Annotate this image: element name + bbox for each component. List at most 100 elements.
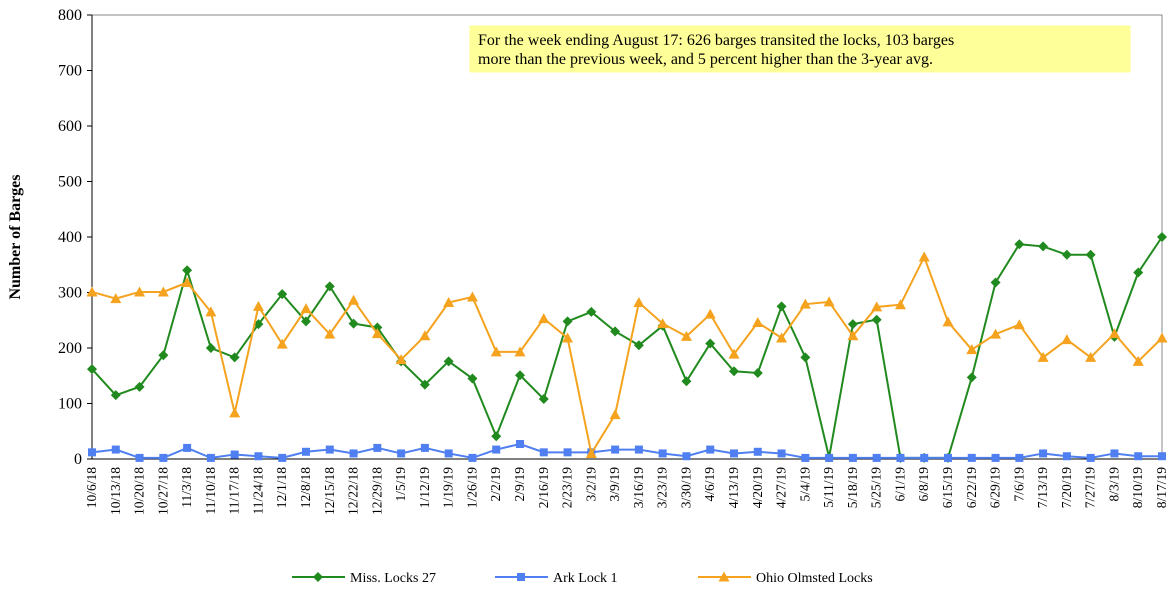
x-tick-label: 6/22/19 [964, 467, 979, 509]
marker [110, 390, 121, 401]
x-tick-label: 5/11/19 [821, 467, 836, 508]
plot-area [91, 14, 1163, 460]
marker [1158, 452, 1166, 461]
marker [1039, 449, 1048, 458]
legend-item: Ark Lock 1 [495, 571, 618, 586]
marker [349, 449, 358, 458]
marker [157, 286, 169, 297]
y-tick-label: 500 [58, 174, 82, 191]
marker [680, 330, 692, 341]
x-tick-label: 3/9/19 [607, 467, 622, 502]
marker [942, 316, 954, 327]
annotation-text: more than the previous week, and 5 perce… [478, 51, 933, 68]
marker [704, 308, 716, 319]
marker [371, 328, 383, 339]
marker [967, 453, 976, 462]
marker [1133, 267, 1144, 278]
marker [706, 445, 715, 454]
marker [420, 443, 429, 452]
y-tick-label: 600 [58, 118, 82, 135]
marker [301, 316, 311, 327]
x-tick-label: 6/15/19 [940, 467, 955, 509]
marker [324, 281, 335, 292]
marker [633, 296, 645, 307]
legend-item: Ohio Olmsted Locks [698, 571, 873, 586]
x-tick-label: 2/9/19 [512, 467, 527, 502]
marker [229, 352, 240, 363]
x-tick-label: 5/25/19 [869, 467, 884, 509]
marker [799, 298, 811, 309]
x-tick-label: 8/3/19 [1106, 467, 1121, 502]
marker [135, 453, 144, 462]
marker [682, 452, 691, 461]
x-tick-label: 11/3/18 [179, 467, 194, 508]
marker [730, 449, 738, 458]
marker [611, 445, 620, 454]
marker [1157, 232, 1167, 242]
x-tick-label: 6/8/19 [916, 467, 931, 502]
x-tick-label: 5/4/19 [797, 467, 812, 502]
marker [1086, 453, 1095, 462]
marker [539, 448, 548, 457]
marker [158, 350, 169, 361]
marker [990, 328, 1002, 339]
x-tick-label: 12/29/18 [369, 467, 384, 515]
marker [944, 453, 952, 462]
marker [313, 572, 323, 582]
marker [1013, 319, 1025, 330]
x-tick-label: 3/30/19 [678, 467, 693, 509]
marker [466, 291, 478, 302]
marker [419, 379, 430, 390]
marker [847, 319, 858, 330]
marker [1085, 249, 1096, 260]
marker [801, 453, 810, 462]
y-tick-label: 700 [58, 63, 82, 80]
marker [1061, 334, 1073, 345]
y-tick-label: 200 [58, 340, 82, 357]
x-tick-label: 4/6/19 [702, 467, 717, 502]
marker [515, 370, 525, 381]
marker [1108, 328, 1120, 339]
marker [278, 453, 287, 462]
marker [443, 296, 455, 307]
marker [492, 445, 501, 454]
x-tick-label: 12/15/18 [322, 467, 337, 515]
marker [848, 453, 857, 462]
marker [159, 453, 168, 462]
marker [397, 449, 406, 458]
marker [276, 338, 288, 349]
x-tick-label: 12/1/18 [274, 467, 289, 509]
marker [490, 346, 502, 357]
x-tick-label: 4/20/19 [750, 467, 765, 509]
marker [776, 332, 788, 343]
x-tick-label: 4/27/19 [774, 467, 789, 509]
marker [1038, 241, 1049, 252]
x-tick-label: 2/16/19 [536, 467, 551, 509]
x-tick-label: 3/23/19 [655, 467, 670, 509]
marker [183, 443, 192, 452]
marker [633, 340, 644, 351]
marker [253, 319, 264, 330]
x-tick-label: 8/10/19 [1130, 467, 1145, 509]
x-tick-label: 1/26/19 [464, 467, 479, 509]
x-tick-label: 3/2/19 [583, 467, 598, 502]
x-tick-label: 11/10/18 [203, 467, 218, 515]
x-tick-label: 2/2/19 [488, 467, 503, 502]
marker [896, 453, 905, 462]
x-tick-label: 7/20/19 [1059, 467, 1074, 509]
marker [468, 453, 477, 462]
x-tick-label: 10/6/18 [84, 467, 99, 509]
marker [516, 440, 524, 449]
marker [966, 344, 978, 355]
x-tick-label: 1/12/19 [417, 467, 432, 509]
marker [300, 303, 312, 314]
marker [1015, 453, 1024, 462]
marker [966, 372, 977, 383]
marker [634, 445, 643, 454]
y-tick-label: 800 [58, 7, 82, 24]
marker [920, 453, 929, 462]
marker [1085, 351, 1097, 362]
marker [538, 313, 550, 324]
marker [729, 366, 739, 377]
